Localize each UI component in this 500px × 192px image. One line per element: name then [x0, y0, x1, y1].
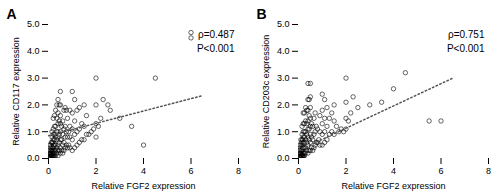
svg-text:Relative FGF2 expression: Relative FGF2 expression [91, 181, 195, 191]
svg-text:2.0: 2.0 [27, 100, 40, 110]
svg-text:B: B [257, 6, 267, 22]
svg-text:P<0.001: P<0.001 [447, 43, 485, 54]
svg-text:2: 2 [343, 166, 348, 176]
svg-text:ρ=0.751: ρ=0.751 [448, 29, 485, 40]
svg-text:A: A [7, 6, 17, 22]
svg-text:8: 8 [236, 166, 241, 176]
svg-text:2.0: 2.0 [277, 100, 290, 110]
svg-text:1.0: 1.0 [277, 127, 290, 137]
svg-text:P<0.001: P<0.001 [197, 43, 235, 54]
svg-text:3.0: 3.0 [277, 73, 290, 83]
svg-text:3.0: 3.0 [27, 73, 40, 83]
svg-text:Relative FGF2 expression: Relative FGF2 expression [341, 181, 445, 191]
svg-text:Relative CD117 expression: Relative CD117 expression [11, 37, 21, 145]
svg-text:0: 0 [296, 166, 301, 176]
svg-text:2: 2 [93, 166, 98, 176]
svg-text:6: 6 [188, 166, 193, 176]
svg-text:5.0: 5.0 [277, 19, 290, 29]
svg-text:Relative CD203c expression: Relative CD203c expression [261, 35, 271, 149]
svg-text:0.0: 0.0 [27, 153, 40, 163]
svg-text:4.0: 4.0 [277, 46, 290, 56]
svg-text:ρ=0.487: ρ=0.487 [198, 29, 235, 40]
svg-text:0.0: 0.0 [277, 153, 290, 163]
svg-text:4: 4 [141, 166, 146, 176]
svg-text:5.0: 5.0 [27, 19, 40, 29]
svg-text:4: 4 [391, 166, 396, 176]
svg-text:0: 0 [46, 166, 51, 176]
svg-text:4.0: 4.0 [27, 46, 40, 56]
svg-text:8: 8 [486, 166, 491, 176]
svg-text:1.0: 1.0 [27, 127, 40, 137]
svg-text:6: 6 [438, 166, 443, 176]
